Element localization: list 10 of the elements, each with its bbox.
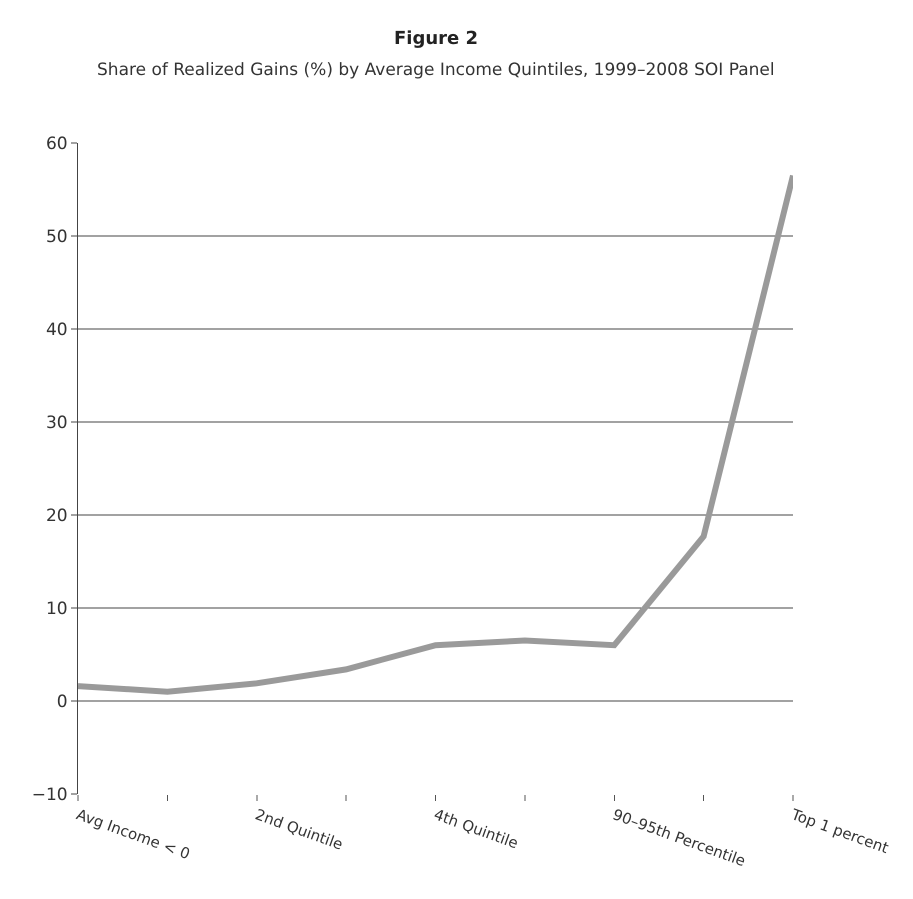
y-tick-label: 20 xyxy=(46,506,68,526)
y-tick-label: 10 xyxy=(46,598,68,619)
chart-subtitle: Share of Realized Gains (%) by Average Income Quintiles, 1999–2008 SOI Panel xyxy=(97,60,775,80)
y-tick-label: −10 xyxy=(32,784,68,805)
y-tick-label: 30 xyxy=(46,412,68,433)
y-tick-label: 0 xyxy=(56,692,68,712)
y-tick-label: 50 xyxy=(46,226,68,247)
chart-title: Figure 2 xyxy=(394,28,478,49)
y-tick-label: 40 xyxy=(46,320,68,340)
y-tick-label: 60 xyxy=(46,134,68,154)
